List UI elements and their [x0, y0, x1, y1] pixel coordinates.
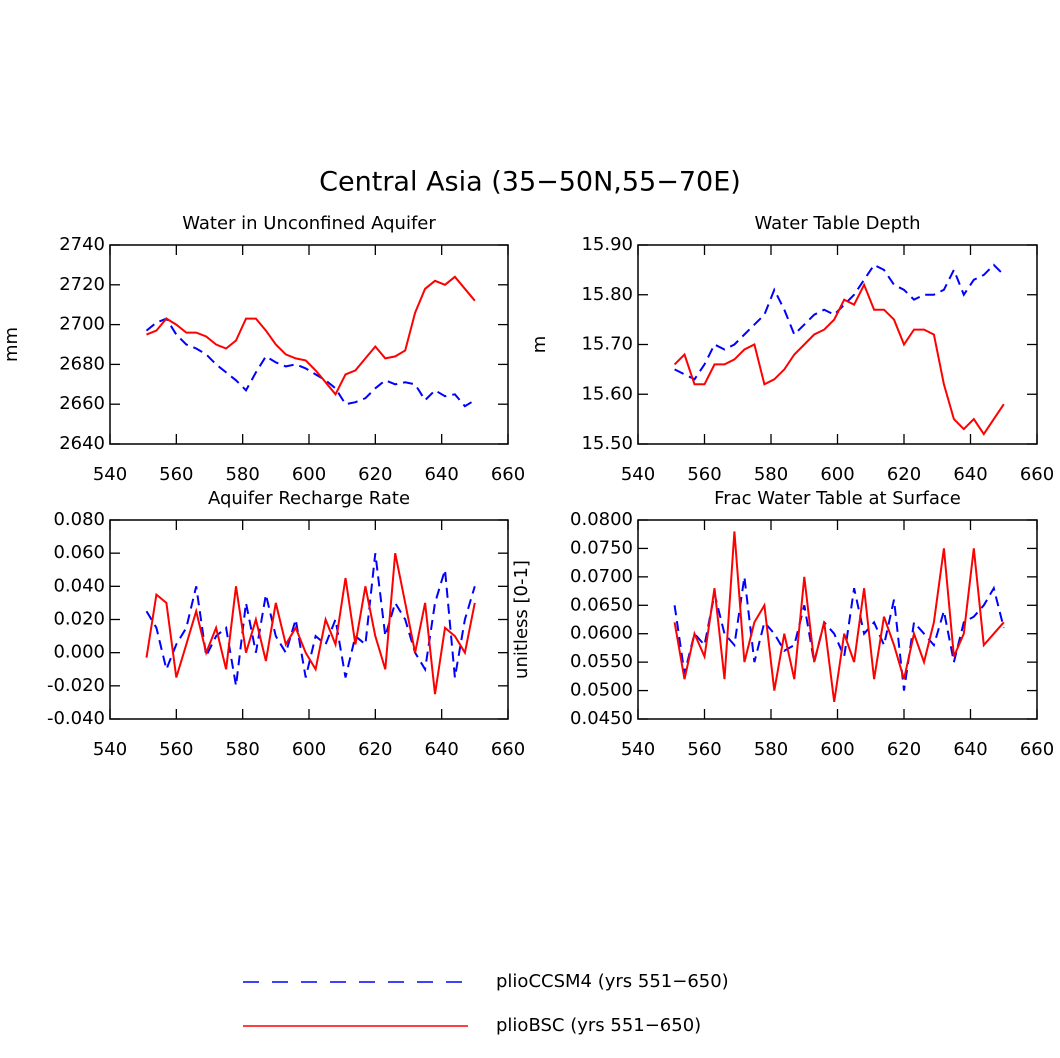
y-axis-label: m — [529, 336, 550, 354]
x-tick-label: 540 — [93, 739, 127, 760]
panel-title: Water Table Depth — [754, 213, 920, 234]
y-tick-label: 0.0500 — [570, 680, 633, 701]
y-tick-label: 2660 — [59, 393, 105, 414]
panel-title: Water in Unconfined Aquifer — [182, 213, 436, 234]
y-tick-label: 15.80 — [581, 284, 633, 305]
y-tick-label: 2720 — [59, 274, 105, 295]
y-tick-label: 0.0450 — [570, 708, 633, 729]
x-tick-label: 660 — [491, 739, 525, 760]
plot-frame — [637, 519, 1038, 720]
x-tick-label: 580 — [754, 464, 788, 485]
x-tick-label: 580 — [754, 739, 788, 760]
y-tick-label: -0.020 — [47, 675, 105, 696]
plot-frame — [109, 519, 509, 720]
y-tick-label: -0.040 — [47, 708, 105, 729]
y-tick-label: 15.50 — [581, 433, 633, 454]
panel-title: Frac Water Table at Surface — [714, 488, 961, 509]
x-tick-label: 660 — [1020, 739, 1054, 760]
y-tick-label: 15.90 — [581, 234, 633, 255]
series-line — [673, 531, 1005, 703]
y-tick-label: 0.040 — [53, 575, 105, 596]
x-tick-label: 560 — [687, 464, 721, 485]
x-tick-label: 660 — [1020, 464, 1054, 485]
series-line — [145, 317, 476, 408]
y-tick-label: 2740 — [59, 234, 105, 255]
y-tick-label: 15.70 — [581, 334, 633, 355]
x-tick-label: 560 — [159, 739, 193, 760]
y-axis-label: mm — [1, 327, 22, 362]
x-tick-label: 660 — [491, 464, 525, 485]
x-tick-label: 620 — [887, 464, 921, 485]
y-tick-label: 2640 — [59, 433, 105, 454]
y-tick-label: 0.0700 — [570, 566, 633, 587]
x-tick-label: 580 — [225, 464, 259, 485]
x-tick-label: 600 — [820, 464, 854, 485]
y-tick-label: 2680 — [59, 353, 105, 374]
x-tick-label: 640 — [953, 739, 987, 760]
series-line — [146, 275, 476, 397]
y-tick-label: 2700 — [59, 314, 105, 335]
x-tick-label: 580 — [225, 739, 259, 760]
x-tick-label: 640 — [953, 464, 987, 485]
panel-title: Aquifer Recharge Rate — [208, 488, 410, 509]
y-tick-label: 15.60 — [581, 383, 633, 404]
x-tick-label: 640 — [424, 739, 458, 760]
y-tick-label: 0.0650 — [570, 594, 633, 615]
y-tick-label: 0.0750 — [570, 537, 633, 558]
series-line — [673, 576, 1005, 691]
x-tick-label: 600 — [292, 739, 326, 760]
y-tick-label: 0.0550 — [570, 651, 633, 672]
legend-label: plioCCSM4 (yrs 551−650) — [496, 971, 729, 992]
x-tick-label: 620 — [358, 739, 392, 760]
x-tick-label: 600 — [820, 739, 854, 760]
series-line — [145, 553, 476, 695]
plot-frame — [109, 244, 509, 445]
y-axis-label: unitless [0-1] — [511, 560, 532, 679]
x-tick-label: 540 — [621, 464, 655, 485]
x-tick-label: 620 — [358, 464, 392, 485]
y-tick-label: 0.0600 — [570, 623, 633, 644]
y-tick-label: 0.0800 — [570, 509, 633, 530]
x-tick-label: 620 — [887, 739, 921, 760]
y-tick-label: 0.080 — [53, 509, 105, 530]
figure-title: Central Asia (35−50N,55−70E) — [319, 167, 741, 198]
x-tick-label: 640 — [424, 464, 458, 485]
x-tick-label: 600 — [292, 464, 326, 485]
series-line — [673, 282, 1005, 436]
y-tick-label: 0.020 — [53, 609, 105, 630]
plot-frame — [637, 244, 1038, 445]
y-tick-label: 0.000 — [53, 642, 105, 663]
legend-label: plioBSC (yrs 551−650) — [496, 1015, 701, 1036]
x-tick-label: 560 — [687, 739, 721, 760]
x-tick-label: 560 — [159, 464, 193, 485]
y-tick-label: 0.060 — [53, 542, 105, 563]
x-tick-label: 540 — [93, 464, 127, 485]
series-line — [145, 553, 476, 686]
series-line — [674, 263, 1005, 381]
x-tick-label: 540 — [621, 739, 655, 760]
